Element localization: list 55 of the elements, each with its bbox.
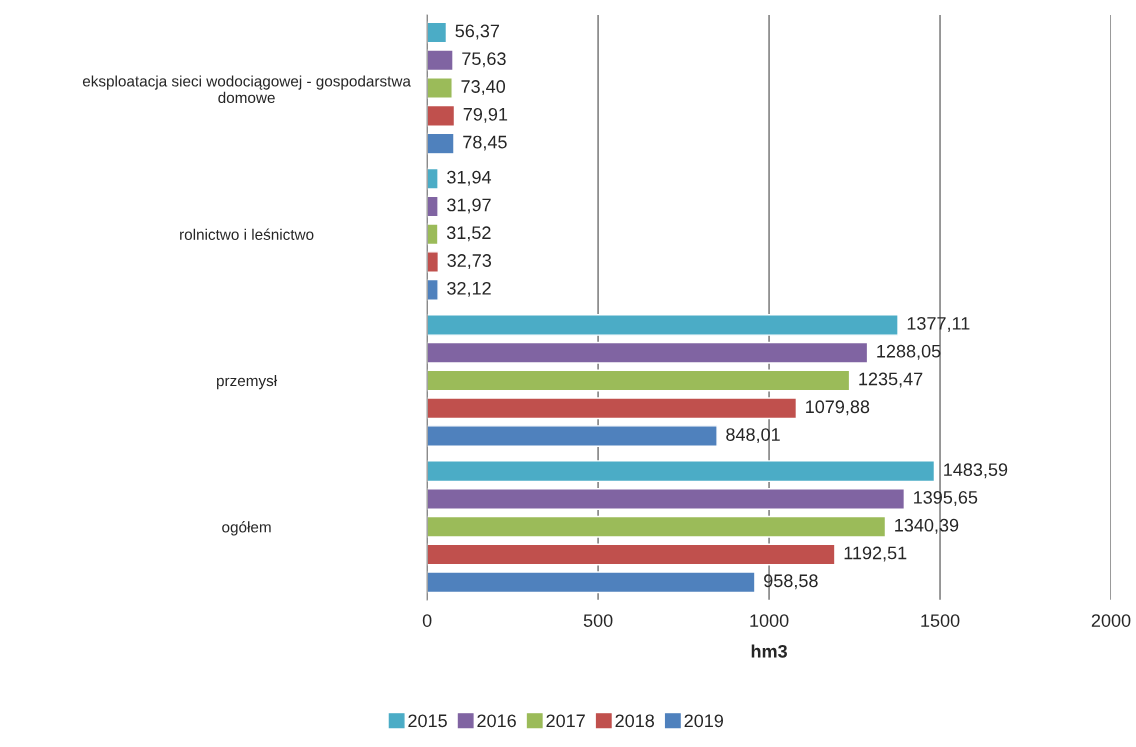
bar (427, 104, 456, 127)
legend-label: 2019 (684, 714, 723, 728)
data-label: 79,91 (463, 107, 508, 123)
x-axis-title: hm3 (751, 644, 787, 658)
data-label: 1288,05 (877, 344, 941, 360)
data-label: 1483,59 (944, 463, 1008, 479)
data-label: 1377,11 (907, 317, 970, 332)
data-label: 1340,39 (895, 518, 959, 534)
bar (427, 397, 798, 420)
bar (427, 21, 448, 44)
bar (427, 488, 906, 510)
bar (427, 195, 439, 218)
x-tick-label: 500 (583, 614, 613, 627)
legend-label: 2018 (615, 714, 655, 728)
data-label: 1235,47 (859, 372, 923, 388)
x-tick-label: 1500 (921, 614, 960, 627)
data-label: 958,58 (764, 574, 818, 590)
data-label: 78,45 (463, 135, 507, 151)
data-label: 1192,51 (844, 546, 907, 562)
data-label: 56,37 (455, 24, 500, 40)
legend-label: 2015 (408, 714, 447, 728)
bar (427, 425, 718, 447)
bar (427, 515, 887, 538)
bar (427, 49, 454, 72)
y-tick-label: eksploatacja sieci wodociągowej - gospodarstwa domowe (82, 75, 411, 104)
bar (427, 167, 439, 190)
data-label: 31,94 (447, 170, 492, 186)
x-tick-label: 0 (422, 614, 432, 627)
data-label: 75,63 (462, 52, 506, 68)
data-label: 31,52 (446, 226, 491, 242)
data-label: 32,12 (447, 281, 491, 297)
bar (427, 460, 936, 483)
y-tick-label: rolnictwo i leśnictwo (180, 228, 314, 240)
legend-label: 2017 (546, 714, 585, 728)
data-label: 73,40 (461, 80, 506, 96)
bar (427, 278, 439, 301)
y-tick-label: przemysł (217, 374, 278, 390)
bar (427, 341, 869, 364)
data-label: 32,73 (447, 254, 492, 270)
bar (427, 571, 756, 594)
data-label: 848,01 (726, 428, 780, 444)
legend-label: 2016 (477, 714, 516, 728)
x-tick-label: 2000 (1091, 614, 1131, 627)
bar (427, 132, 455, 155)
y-tick-label: ogółem (222, 521, 271, 536)
x-tick-label: 1000 (750, 614, 789, 627)
bar (427, 77, 453, 99)
bar (427, 251, 440, 273)
bar (427, 369, 851, 392)
bar (427, 223, 439, 246)
data-label: 31,97 (447, 198, 491, 214)
data-label: 1079,88 (806, 400, 870, 416)
bar (427, 314, 899, 336)
data-label: 1395,65 (914, 491, 978, 506)
bar (427, 543, 836, 566)
